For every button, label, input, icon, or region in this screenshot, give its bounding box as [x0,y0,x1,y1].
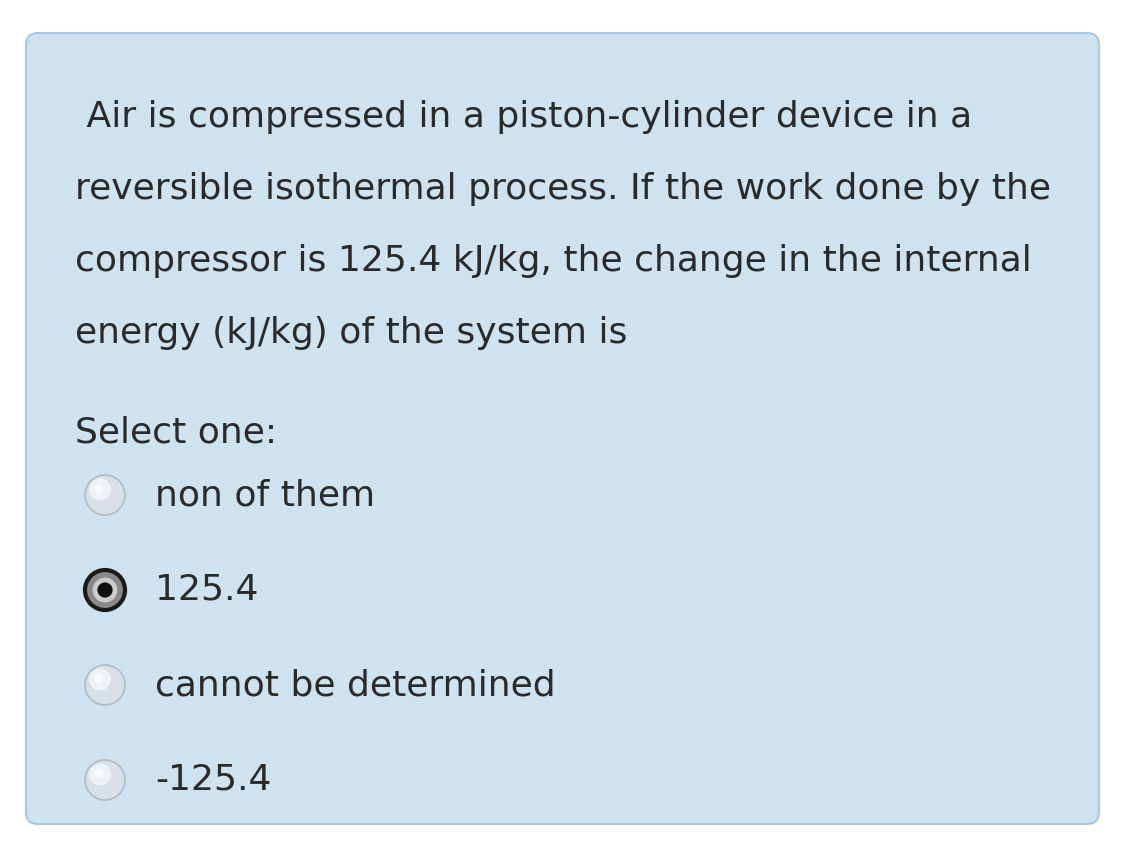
Text: non of them: non of them [155,478,375,512]
Circle shape [89,478,111,500]
Circle shape [94,674,104,683]
Text: cannot be determined: cannot be determined [155,668,556,702]
Circle shape [89,668,111,691]
Circle shape [86,760,125,800]
Circle shape [94,484,104,493]
Circle shape [86,475,125,515]
Text: 125.4: 125.4 [155,573,259,607]
Text: energy (kJ/kg) of the system is: energy (kJ/kg) of the system is [75,316,628,350]
Circle shape [86,570,125,610]
Text: reversible isothermal process. If the work done by the: reversible isothermal process. If the wo… [75,172,1051,206]
Circle shape [89,764,111,785]
Text: compressor is 125.4 kJ/kg, the change in the internal: compressor is 125.4 kJ/kg, the change in… [75,244,1032,278]
Circle shape [86,665,125,705]
Circle shape [92,578,117,602]
FancyBboxPatch shape [26,33,1099,824]
Text: Air is compressed in a piston-cylinder device in a: Air is compressed in a piston-cylinder d… [75,100,972,134]
Circle shape [94,770,104,778]
Circle shape [98,583,113,597]
Text: -125.4: -125.4 [155,763,271,797]
Text: Select one:: Select one: [75,415,277,449]
